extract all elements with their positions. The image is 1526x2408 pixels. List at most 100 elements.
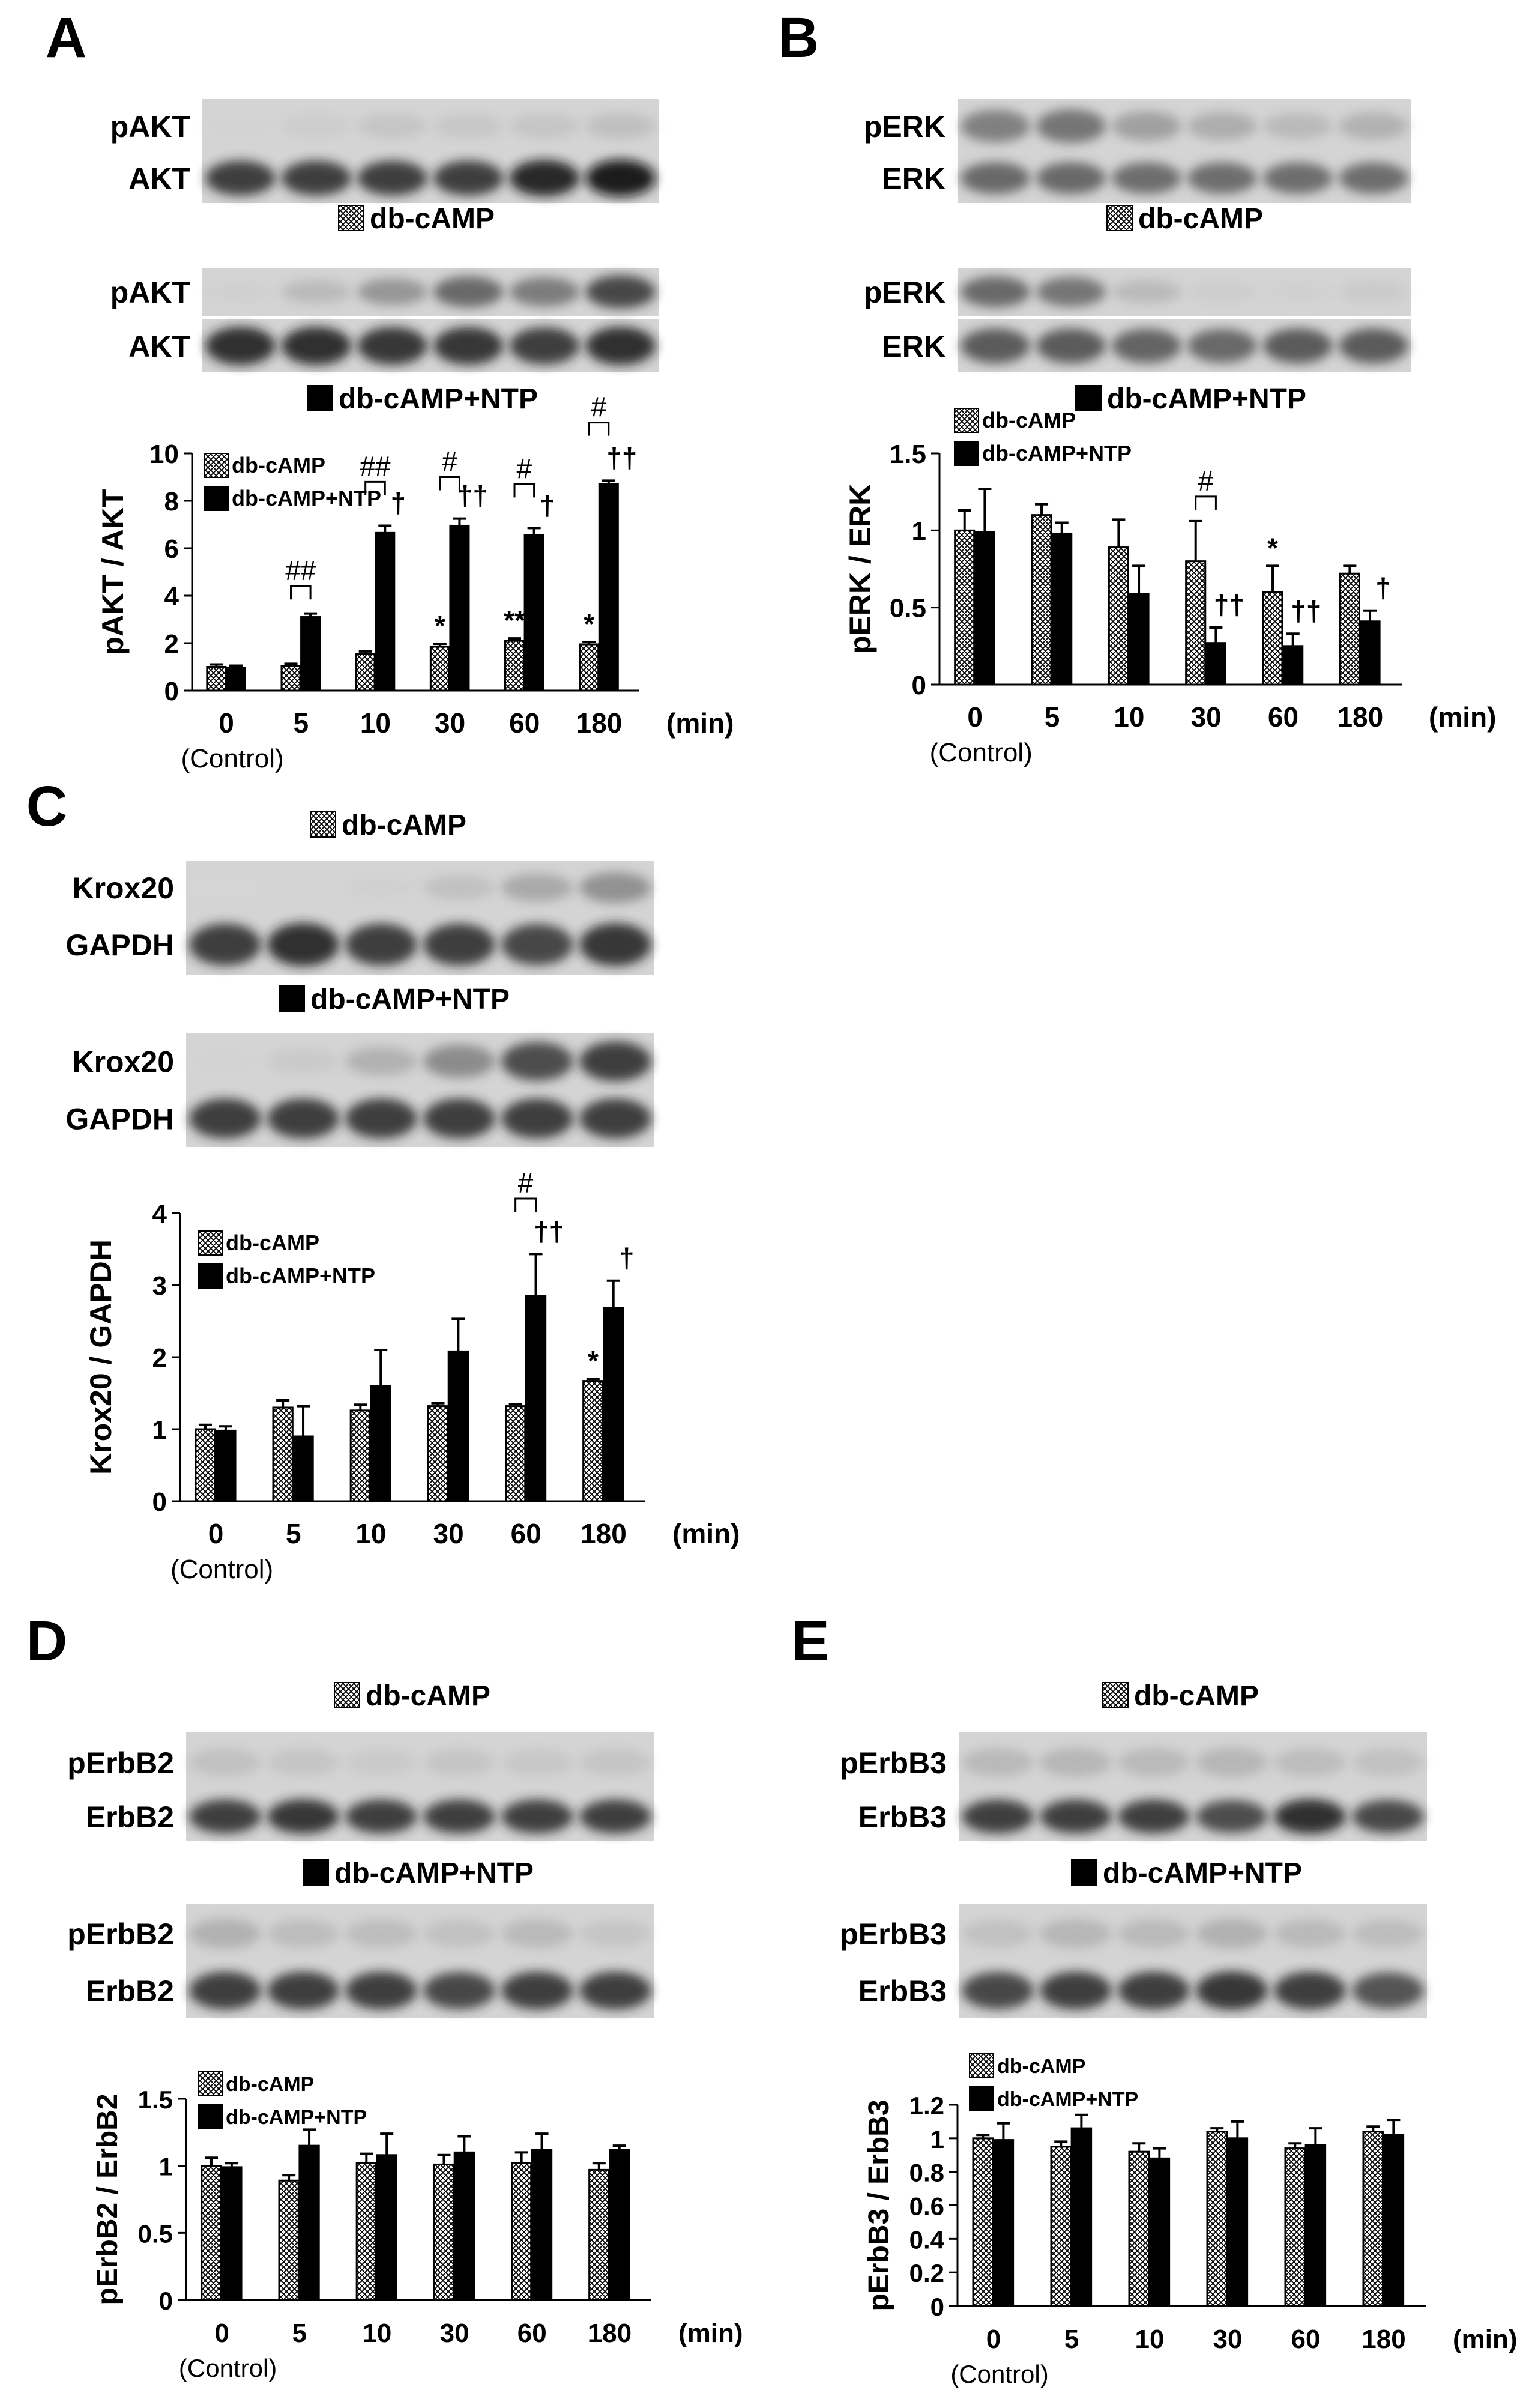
blot-band: [579, 872, 651, 903]
blot-header: db-cAMP+NTP: [279, 984, 510, 1015]
blot-band: [189, 1919, 261, 1949]
blot-band: [1118, 1800, 1190, 1833]
blot-band: [1339, 162, 1408, 194]
blot-row-label: pAKT: [110, 276, 190, 309]
blot-header: db-cAMP+NTP: [1075, 383, 1306, 415]
blot-band: [345, 924, 417, 966]
x-axis-unit: (min): [1429, 701, 1496, 733]
blot-row-label: pAKT: [110, 110, 190, 144]
y-tick-label: 1: [930, 2125, 944, 2153]
blot-strip-background: [186, 1964, 654, 2018]
blot-group-D: db-cAMP pErbB2 ErbB2 db-cAMP+NTP pErbB2 ErbB2: [67, 1680, 654, 2018]
bar-db-camp-ntp: [1051, 532, 1073, 686]
bracket-label: #: [1198, 465, 1214, 497]
blot-header: db-cAMP: [310, 809, 466, 841]
significance-mark: †: [540, 489, 555, 521]
x-axis-unit: (min): [666, 707, 734, 739]
chart-D: 0 0.5 1 1.5 pErbB2 / ErbB2 0 (Control) 5 10 30 60 1…: [92, 2071, 743, 2382]
blot-group-E: db-cAMP pErbB3 ErbB3 db-cAMP+NTP pErbB3 ErbB3: [840, 1680, 1427, 2018]
blot-row-label: AKT: [128, 330, 190, 363]
bar-db-camp: [1108, 546, 1129, 686]
blot-band: [205, 282, 276, 302]
blot-band: [357, 327, 427, 365]
blot-band: [267, 1799, 339, 1834]
bracket-label: #: [442, 446, 457, 477]
bar-db-camp-ntp: [215, 1429, 237, 1502]
legend-label: db-cAMP: [226, 2073, 314, 2096]
significance-bracket: #: [588, 392, 610, 436]
blot-strip-background: [959, 1904, 1427, 1964]
x-axis-unit: (min): [1453, 2325, 1518, 2354]
blot-band: [433, 114, 504, 138]
blot-row-label: pErbB2: [67, 1917, 174, 1951]
y-tick-label: 0.5: [138, 2219, 173, 2248]
legend-label: db-cAMP: [982, 408, 1076, 432]
blot-band: [433, 276, 504, 307]
blot-row-label: Krox20: [72, 1045, 174, 1079]
blot-band: [501, 1971, 573, 2010]
bar-db-camp-ntp: [370, 1385, 391, 1502]
blot-row-label: ERK: [882, 330, 945, 363]
blot-band: [1352, 1800, 1424, 1833]
legend-item: db-cAMP: [954, 408, 1076, 433]
bar-db-camp-ntp: [1359, 620, 1381, 686]
significance-mark: ††: [457, 480, 488, 512]
blot-band: [1274, 1799, 1346, 1834]
blot-condition-label: db-cAMP: [342, 809, 466, 841]
blot-band: [423, 1920, 495, 1947]
bar-db-camp-ntp: [221, 2166, 243, 2301]
solid-swatch-icon: [303, 1859, 329, 1886]
blot-band: [423, 1800, 495, 1833]
blot-band: [281, 327, 352, 365]
blot-band: [1187, 162, 1257, 194]
bracket-line: [514, 1197, 537, 1212]
blot-band: [962, 1920, 1034, 1947]
bar-db-camp: [1050, 2146, 1072, 2307]
blot-band: [509, 160, 580, 196]
significance-mark: *: [1267, 532, 1278, 563]
blot-band: [423, 1098, 495, 1139]
bracket-line: [290, 585, 312, 600]
y-tick-label: 0.5: [890, 594, 926, 623]
y-tick-label: 3: [152, 1271, 167, 1301]
blot-strip: [186, 1090, 654, 1147]
blot-group-B: db-cAMP pERK ERK db-cAMP+NTP pERK ERK: [864, 99, 1411, 415]
blot-strip: [186, 915, 654, 975]
blot-header: db-cAMP: [338, 203, 495, 235]
y-tick-label: 0: [164, 677, 179, 706]
y-tick-label: 1.5: [138, 2086, 173, 2114]
legend-label: db-cAMP: [997, 2055, 1085, 2078]
blot-band: [345, 1971, 417, 2010]
bar-db-camp-ntp: [298, 2144, 320, 2301]
bracket-label: #: [517, 453, 532, 484]
x-tick-sublabel: (Control): [179, 2354, 277, 2382]
significance-bracket: ##: [360, 450, 391, 495]
bar-db-camp-ntp: [376, 2154, 397, 2301]
blot-band: [189, 924, 261, 966]
bar-db-camp-ntp: [598, 483, 619, 692]
blot-strip: [958, 319, 1411, 372]
blot-band: [1040, 1919, 1112, 1949]
blot-strip-background: [202, 153, 659, 203]
bar-db-camp: [1339, 572, 1360, 686]
blot-band: [585, 327, 656, 365]
blot-strip: [202, 319, 659, 372]
legend-item: db-cAMP: [204, 453, 325, 478]
blot-strip: [202, 153, 659, 203]
x-tick-label: 10: [1135, 2325, 1165, 2354]
bar-db-camp: [201, 2165, 222, 2301]
y-tick-label: 0.6: [909, 2192, 944, 2221]
blot-strip-background: [202, 99, 659, 153]
bar-db-camp-ntp: [1070, 2127, 1093, 2307]
legend-item: db-cAMP+NTP: [204, 486, 381, 511]
blot-band: [501, 1042, 573, 1081]
y-axis-label: pErbB3 / ErbB3: [863, 2099, 895, 2311]
significance-bracket: #: [513, 453, 535, 498]
legend-label: db-cAMP+NTP: [982, 441, 1132, 465]
bar-db-camp: [1362, 2131, 1384, 2307]
legend-label: db-cAMP+NTP: [226, 1263, 375, 1288]
blot-band: [1187, 282, 1257, 302]
blot-band: [1263, 113, 1333, 139]
x-tick-sublabel: (Control): [170, 1555, 273, 1584]
